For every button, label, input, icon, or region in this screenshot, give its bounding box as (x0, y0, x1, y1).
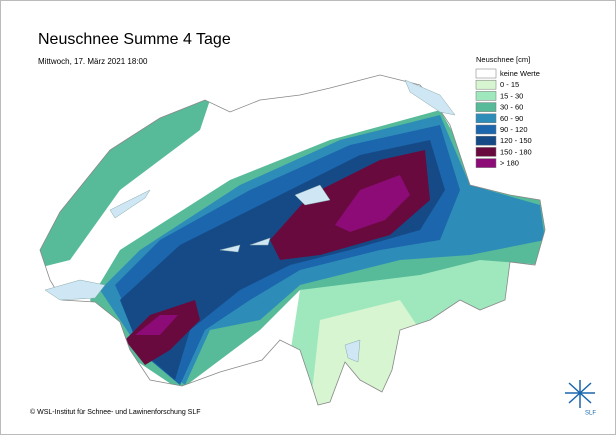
legend-label: 150 - 180 (500, 147, 532, 156)
legend-swatch (475, 124, 497, 135)
legend-swatch (475, 158, 497, 168)
legend-label: 0 - 15 (500, 80, 519, 89)
legend-swatch (475, 79, 497, 90)
country-border (39, 74, 546, 406)
title: Neuschnee Summe 4 Tage (38, 31, 231, 48)
legend-title: Neuschnee [cm] (476, 55, 530, 64)
lakes (44, 79, 456, 363)
subtitle: Mittwoch, 17. März 2021 18:00 (38, 57, 148, 66)
logo-icon (565, 380, 595, 408)
logo-text: SLF (585, 411, 596, 417)
legend: keine Werte 0 - 15 15 - 30 30 - 60 60 - 90 90… (475, 68, 540, 168)
legend-label: 30 - 60 (500, 103, 523, 112)
legend-label: 60 - 90 (500, 114, 523, 123)
legend-label: 15 - 30 (500, 91, 523, 100)
legend-swatch (475, 147, 497, 157)
legend-swatch (475, 135, 497, 146)
legend-swatch (475, 113, 497, 124)
legend-label: 120 - 150 (500, 136, 532, 145)
legend-label: keine Werte (500, 69, 540, 78)
legend-label: > 180 (500, 159, 519, 168)
legend-swatch (475, 91, 497, 101)
copyright: © WSL-Institut für Schnee- und Lawinenfo… (30, 408, 201, 416)
legend-label: 90 - 120 (500, 125, 528, 134)
legend-swatch (475, 68, 497, 79)
legend-swatch (475, 102, 497, 112)
